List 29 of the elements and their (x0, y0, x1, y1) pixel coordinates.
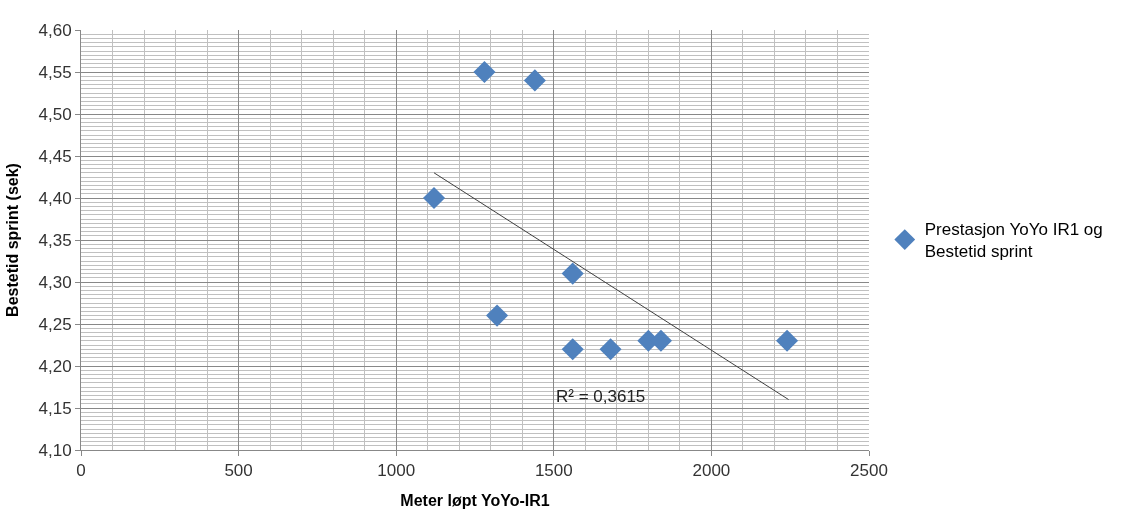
y-tick-label: 4,10 (38, 440, 72, 460)
point (523, 69, 546, 92)
x-tick-label: 0 (76, 461, 86, 481)
y-tick-label: 4,15 (38, 398, 72, 418)
point (776, 329, 799, 352)
point (561, 262, 584, 285)
point (486, 304, 509, 327)
y-tick-label: 4,40 (38, 188, 72, 208)
annotation: R² = 0,3615 (556, 387, 646, 406)
y-tick-label: 4,25 (38, 314, 72, 334)
x-tick-label: 2000 (692, 461, 731, 481)
y-tick-label: 4,60 (38, 20, 72, 40)
legend-label: Prestasjon YoYo IR1 og Bestetid sprint (924, 220, 1103, 262)
point (422, 186, 446, 210)
point (599, 338, 622, 361)
y-tick-label: 4,30 (38, 272, 72, 292)
x-tick-label: 1000 (377, 461, 416, 481)
y-tick-label: 4,55 (38, 62, 72, 82)
y-tick-label: 4,50 (38, 104, 72, 124)
x-tick-label: 500 (224, 461, 253, 481)
x-tick-label: 2500 (850, 461, 888, 481)
point (561, 338, 584, 361)
x-tick-label: 1500 (534, 461, 573, 481)
y-tick-label: 4,20 (38, 356, 72, 376)
y-axis-title: Bestetid sprint (sek) (4, 163, 22, 317)
y-tick-label: 4,45 (38, 146, 72, 166)
x-axis-title: Meter løpt YoYo-IR1 (400, 492, 550, 510)
point (473, 60, 496, 84)
y-tick-label: 4,35 (38, 230, 72, 250)
